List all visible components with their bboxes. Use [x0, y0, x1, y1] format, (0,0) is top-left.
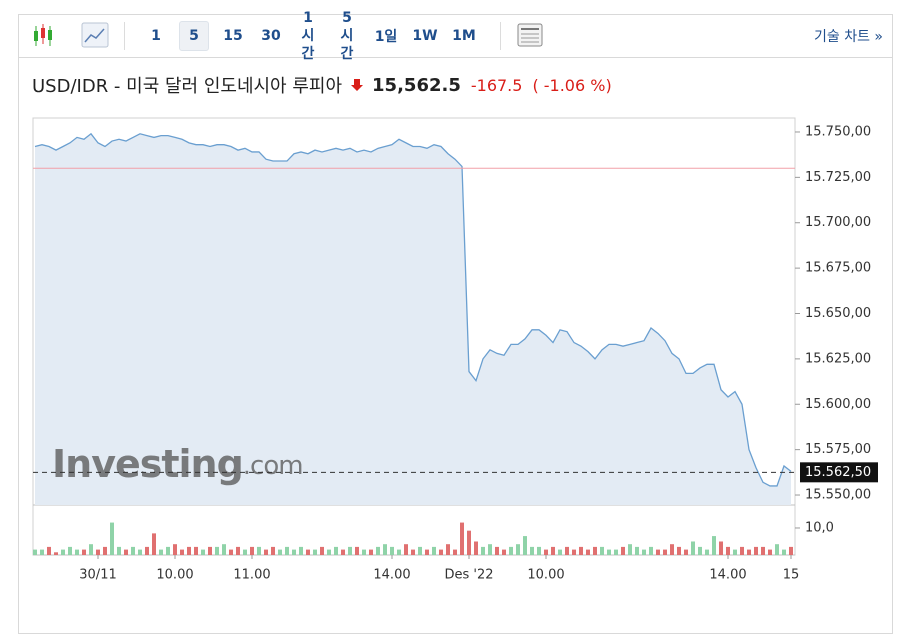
quote-header: USD/IDR - 미국 달러 인도네시아 루피아 15,562.5 -167.… [32, 72, 612, 98]
interval-button[interactable]: 1W [412, 28, 438, 44]
table-icon[interactable] [515, 14, 545, 58]
toolbar: 1 5 15 30 1시간 5시간 1일 1W 1M 기술 차트 » [18, 10, 893, 62]
candle-icon[interactable] [30, 14, 60, 58]
area-icon[interactable] [80, 14, 110, 58]
interval-button[interactable]: 5시간 [340, 10, 354, 62]
percent-change: ( -1.06 %) [532, 75, 612, 95]
separator [500, 22, 501, 50]
last-price: 15,562.5 [372, 74, 461, 96]
interval-button[interactable]: 1M [452, 28, 476, 44]
interval-button[interactable]: 15 [223, 28, 243, 44]
interval-button[interactable]: 30 [261, 28, 281, 44]
interval-button[interactable]: 1시간 [301, 10, 315, 62]
price-change: -167.5 [470, 75, 523, 95]
instrument-title: USD/IDR - 미국 달러 인도네시아 루피아 [32, 76, 343, 97]
page: 1 5 15 30 1시간 5시간 1일 1W 1M 기술 차트 » USD/I… [18, 10, 893, 634]
separator [124, 22, 125, 50]
technical-chart-link[interactable]: 기술 차트 » [814, 29, 883, 45]
interval-button[interactable]: 5 [179, 21, 209, 51]
down-arrow [351, 79, 364, 91]
interval-button[interactable]: 1일 [374, 29, 398, 45]
widget-frame [18, 14, 893, 634]
interval-button[interactable]: 1 [151, 28, 161, 44]
